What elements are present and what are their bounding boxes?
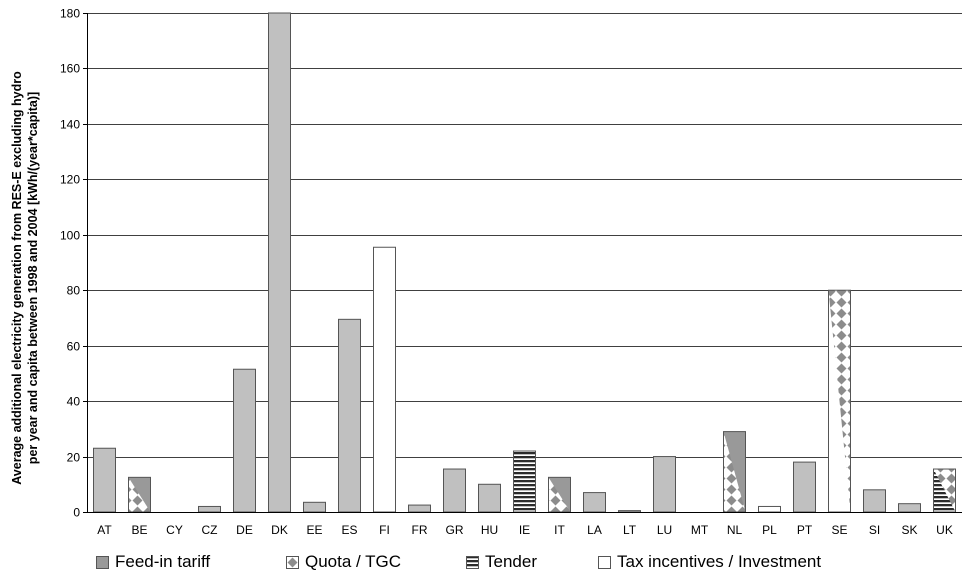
bar-it-quota-fill [548, 477, 571, 512]
legend-label-quota: Quota / TGC [305, 552, 402, 571]
bar-hu [478, 483, 501, 513]
x-tick-label-lt: LT [623, 523, 637, 537]
y-tick-label-20: 20 [67, 451, 81, 465]
feed-in-swatch-icon [96, 555, 109, 569]
x-tick-label-ie: IE [519, 523, 530, 537]
bar-lu [653, 456, 676, 513]
y-axis-tick-labels: 0 20 40 60 80 100 120 140 160 180 [60, 7, 80, 520]
bar-chart: 0 20 40 60 80 100 120 140 160 180 AT BE CY CZ DE DK EE E… [10, 7, 962, 537]
bar-de [233, 368, 256, 513]
bar-cz [198, 505, 221, 513]
legend-label-tender: Tender [485, 552, 537, 571]
legend-item-feed-in: Feed-in tariff [96, 552, 210, 572]
y-tick-label-0: 0 [73, 506, 80, 520]
y-tick-label-80: 80 [67, 284, 81, 298]
x-tick-label-dk: DK [271, 523, 288, 537]
y-tick-label-40: 40 [67, 395, 81, 409]
x-tick-label-lu: LU [657, 523, 672, 537]
x-tick-label-ee: EE [306, 523, 322, 537]
y-axis-label-line-1: Average additional electricity generatio… [10, 71, 24, 485]
x-tick-label-be: BE [131, 523, 147, 537]
tender-swatch-icon [466, 555, 479, 569]
bar-nl-quota-fill [723, 431, 746, 512]
x-tick-label-fi: FI [379, 523, 390, 537]
legend-item-tax: Tax incentives / Investment [598, 552, 821, 572]
x-tick-label-uk: UK [936, 523, 953, 537]
x-tick-label-fr: FR [412, 523, 428, 537]
bar-fi [373, 246, 396, 513]
y-tick-label-120: 120 [60, 173, 80, 187]
bars [93, 12, 956, 513]
x-axis-tick-labels: AT BE CY CZ DE DK EE ES FI FR GR HU IE IT LA LT LU MT NL PL… [97, 523, 953, 537]
bar-ee [303, 501, 326, 513]
bar-uk-quota-fill [933, 469, 956, 512]
y-tick-label-140: 140 [60, 118, 80, 132]
x-tick-label-pt: PT [797, 523, 813, 537]
x-tick-label-it: IT [554, 523, 565, 537]
bar-sk [898, 503, 921, 513]
bar-la [583, 492, 606, 513]
y-tick-label-160: 160 [60, 62, 80, 76]
legend: Feed-in tariff Quota / TGC Tender Tax in… [0, 552, 962, 576]
legend-item-tender: Tender [466, 552, 537, 572]
bar-ie [513, 450, 536, 513]
x-tick-label-hu: HU [481, 523, 498, 537]
y-axis-label-line-2: per year and capita between 1998 and 200… [26, 92, 40, 464]
quota-swatch-icon [286, 555, 299, 569]
x-tick-label-cy: CY [166, 523, 183, 537]
x-tick-label-at: AT [97, 523, 112, 537]
legend-label-tax: Tax incentives / Investment [617, 552, 822, 571]
x-tick-label-pl: PL [762, 523, 777, 537]
x-tick-label-es: ES [341, 523, 357, 537]
bar-si [863, 489, 886, 513]
axes [83, 13, 962, 513]
x-tick-label-nl: NL [727, 523, 743, 537]
x-tick-label-cz: CZ [202, 523, 218, 537]
y-tick-label-60: 60 [67, 340, 81, 354]
bar-at [93, 447, 116, 513]
bar-pt [793, 461, 816, 513]
bar-lt [618, 510, 641, 513]
tax-swatch-icon [598, 555, 611, 569]
bar-be-quota-fill [128, 477, 151, 512]
x-tick-label-si: SI [869, 523, 880, 537]
y-tick-label-180: 180 [60, 7, 80, 21]
bar-pl [758, 505, 781, 513]
bar-gr [443, 468, 466, 513]
y-tick-label-100: 100 [60, 229, 80, 243]
gridlines [87, 13, 962, 458]
bar-dk [268, 12, 291, 513]
legend-label-feed-in: Feed-in tariff [115, 552, 211, 571]
x-tick-label-se: SE [831, 523, 847, 537]
x-tick-label-mt: MT [691, 523, 709, 537]
x-tick-label-sk: SK [901, 523, 917, 537]
x-tick-label-gr: GR [446, 523, 464, 537]
legend-item-quota: Quota / TGC [286, 552, 401, 572]
x-tick-label-la: LA [587, 523, 602, 537]
bar-se-quota-fill [828, 290, 851, 512]
x-tick-label-de: DE [236, 523, 253, 537]
bar-es [338, 318, 361, 513]
bar-fr [408, 504, 431, 513]
